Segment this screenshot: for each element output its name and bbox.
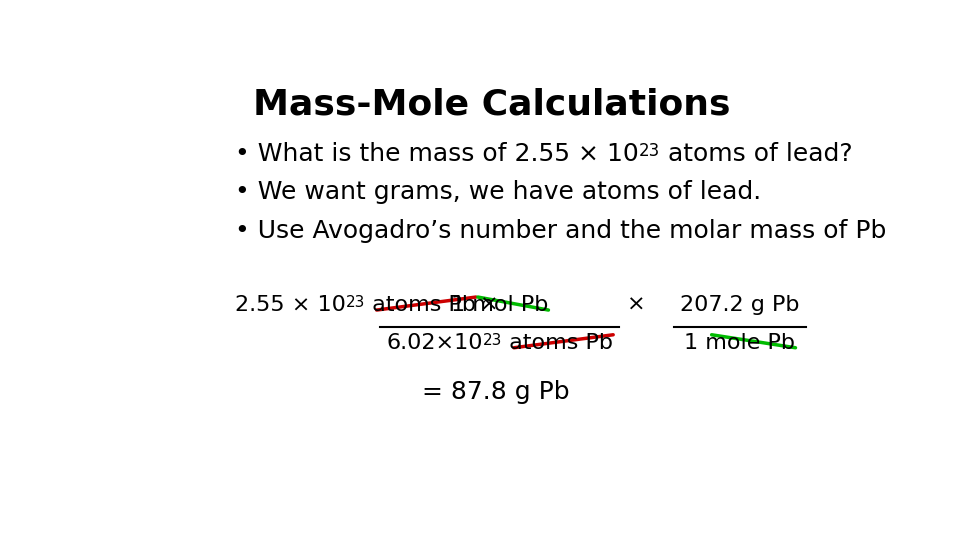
Text: ×: × [627,295,646,315]
Text: 1 mol Pb: 1 mol Pb [451,295,548,315]
Text: 23: 23 [346,295,365,310]
Text: atoms of lead?: atoms of lead? [660,142,852,166]
Text: • What is the mass of 2.55 × 10: • What is the mass of 2.55 × 10 [234,142,638,166]
Text: 6.02×10: 6.02×10 [386,333,483,353]
Text: ×: × [480,295,498,315]
Text: 2.55 × 10: 2.55 × 10 [234,295,346,315]
Text: = 87.8 g Pb: = 87.8 g Pb [422,381,570,404]
Text: 207.2 g Pb: 207.2 g Pb [681,295,800,315]
Text: atoms Pb: atoms Pb [502,333,613,353]
Text: 1 mole Pb: 1 mole Pb [684,333,796,353]
Text: 23: 23 [638,142,660,160]
Text: Mass-Mole Calculations: Mass-Mole Calculations [253,88,731,122]
Text: • We want grams, we have atoms of lead.: • We want grams, we have atoms of lead. [234,180,761,204]
Text: • Use Avogadro’s number and the molar mass of Pb: • Use Avogadro’s number and the molar ma… [234,219,886,243]
Text: 23: 23 [483,333,502,348]
Text: atoms Pb: atoms Pb [365,295,476,315]
